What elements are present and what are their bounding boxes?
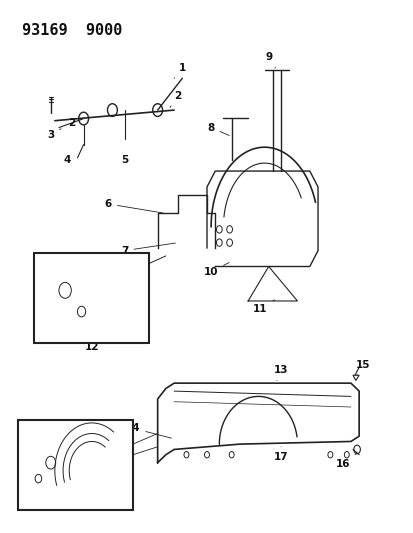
- Text: 11: 11: [253, 300, 274, 314]
- Text: 6: 6: [104, 199, 163, 213]
- Text: 5: 5: [121, 156, 128, 165]
- Text: 7: 7: [121, 243, 175, 256]
- Text: 2: 2: [67, 118, 81, 128]
- Text: 2: 2: [170, 91, 181, 108]
- Text: 3: 3: [47, 128, 61, 140]
- Text: 14: 14: [126, 423, 171, 438]
- Text: 12: 12: [84, 342, 99, 352]
- Text: 8: 8: [207, 123, 228, 135]
- FancyBboxPatch shape: [34, 253, 149, 343]
- Text: 93169  9000: 93169 9000: [22, 22, 122, 38]
- Text: 17: 17: [273, 447, 287, 463]
- Text: 1: 1: [174, 63, 185, 78]
- Text: 4: 4: [63, 156, 71, 165]
- FancyBboxPatch shape: [18, 420, 133, 511]
- Text: 16: 16: [335, 453, 356, 469]
- Text: 13: 13: [273, 365, 287, 381]
- Text: 15: 15: [355, 360, 370, 375]
- Text: 9: 9: [264, 52, 275, 68]
- Text: 18: 18: [60, 501, 74, 511]
- Text: 10: 10: [203, 262, 229, 277]
